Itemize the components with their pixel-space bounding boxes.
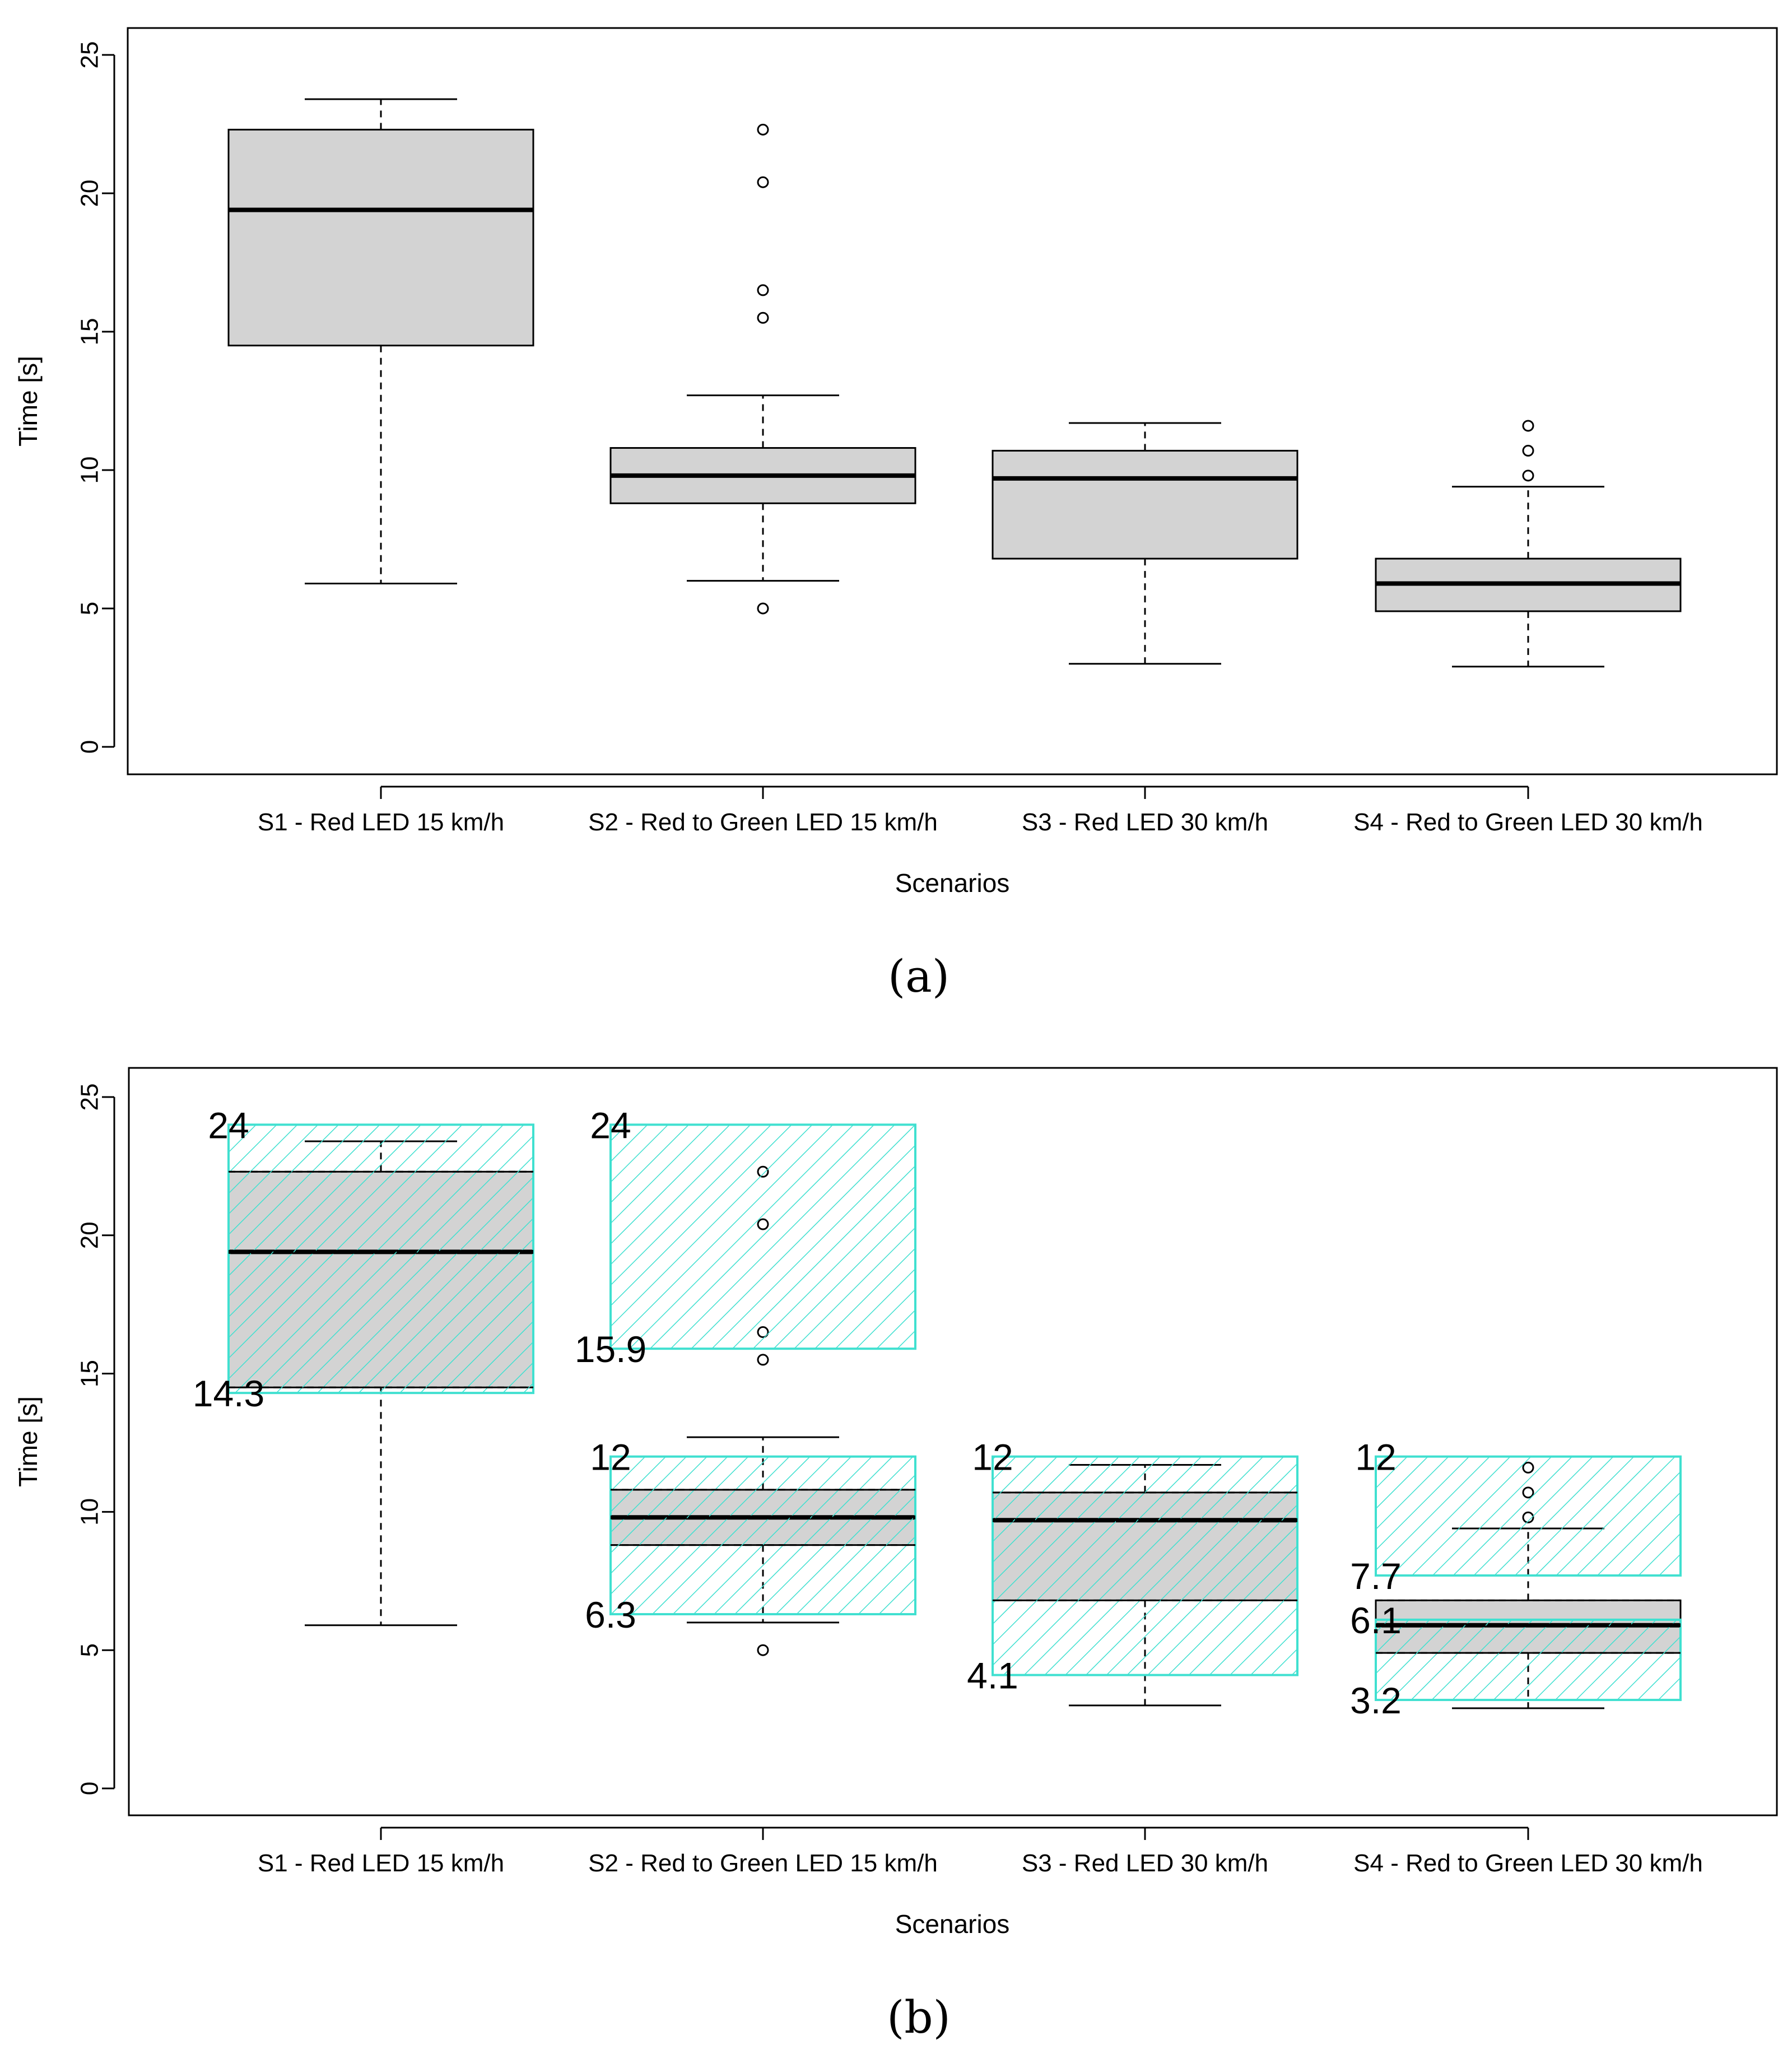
target-range-high-label: 12 [1355, 1437, 1396, 1478]
target-range-low-label: 14.3 [193, 1373, 264, 1414]
outlier-point [757, 312, 769, 324]
box-iqr [992, 449, 1298, 560]
target-range: 24 15.9 [575, 1104, 916, 1370]
y-tick-label: 10 [76, 1498, 104, 1526]
target-range-low-label: 3.2 [1350, 1680, 1402, 1721]
x-tick-label: S2 - Red to Green LED 15 km/h [588, 808, 938, 836]
target-range-box [992, 1455, 1298, 1676]
outlier-point [757, 176, 769, 188]
target-range-box [227, 1123, 534, 1395]
target-range-high-label: 12 [590, 1437, 631, 1478]
y-axis-title: Time [s] [13, 356, 43, 447]
outlier-point [757, 284, 769, 296]
outlier-point [1522, 444, 1534, 457]
y-tick-label: 20 [76, 1221, 104, 1249]
target-range: 127.7 [1350, 1437, 1682, 1597]
x-tick-label: S4 - Red to Green LED 30 km/h [1353, 1849, 1703, 1877]
target-range-high-label: 24 [208, 1104, 249, 1146]
target-range-low-label: 4.1 [967, 1655, 1018, 1697]
y-tick-label: 15 [76, 318, 104, 346]
x-tick-label: S1 - Red LED 15 km/h [258, 1849, 504, 1877]
target-range: 6.1 3.2 [1350, 1600, 1682, 1721]
outlier-point [757, 602, 769, 615]
y-tick-label: 0 [76, 740, 104, 754]
target-range-high-label: 6.1 [1350, 1600, 1402, 1641]
target-range-high-label: 12 [972, 1437, 1013, 1478]
x-axis-title: Scenarios [895, 868, 1010, 898]
x-tick-label: S4 - Red to Green LED 30 km/h [1353, 808, 1703, 836]
y-tick-label: 10 [76, 457, 104, 484]
panel-a-caption: (a) [888, 950, 949, 1002]
x-axis-title: Scenarios [895, 1909, 1010, 1939]
y-tick-label: 25 [76, 1084, 104, 1111]
x-tick-label: S3 - Red LED 30 km/h [1022, 1849, 1268, 1877]
target-range: 124.1 [967, 1437, 1298, 1697]
target-range-box [609, 1123, 916, 1350]
target-range-high-label: 24 [590, 1104, 631, 1146]
target-range: 24 14.3 [193, 1104, 534, 1414]
target-range-box [1375, 1455, 1682, 1577]
plot-frame [127, 27, 1778, 775]
outlier-point [757, 123, 769, 136]
target-range-box [1375, 1618, 1682, 1702]
y-tick-label: 20 [76, 180, 104, 207]
y-tick-label: 15 [76, 1360, 104, 1387]
box-iqr [227, 128, 534, 347]
panel-b-chart: 0 5 10 15 20 25 S1 - Red LED 15 km/h S2 - Red t… [13, 1067, 1778, 1939]
target-range-low-label: 6.3 [585, 1594, 636, 1635]
y-tick-label: 5 [76, 602, 104, 615]
x-tick-label: S1 - Red LED 15 km/h [258, 808, 504, 836]
outlier-point [1522, 470, 1534, 482]
plot-frame [128, 1067, 1778, 1816]
box-plot-1 [227, 98, 534, 585]
y-axis-title: Time [s] [13, 1396, 43, 1487]
target-range-low-label: 15.9 [575, 1328, 646, 1370]
panel-a-chart: 0 5 10 15 20 25 S1 - Red LED 15 km/h S2 - Red t… [13, 27, 1778, 898]
y-tick-label: 25 [76, 41, 104, 69]
target-range-low-label: 7.7 [1350, 1555, 1402, 1597]
target-range-box [609, 1455, 916, 1616]
y-tick-label: 0 [76, 1782, 104, 1795]
y-tick-label: 5 [76, 1643, 104, 1657]
x-tick-label: S3 - Red LED 30 km/h [1022, 808, 1268, 836]
x-tick-label: S2 - Red to Green LED 15 km/h [588, 1849, 938, 1877]
outlier-point [757, 1354, 769, 1366]
outlier-point [1522, 420, 1534, 432]
box-plot-3 [992, 422, 1298, 665]
box-plot-4 [1375, 420, 1682, 668]
box-plot-2 [609, 123, 916, 615]
outlier-point [757, 1644, 769, 1656]
panel-b-caption: (b) [887, 1991, 951, 2043]
target-range: 126.3 [585, 1437, 916, 1635]
